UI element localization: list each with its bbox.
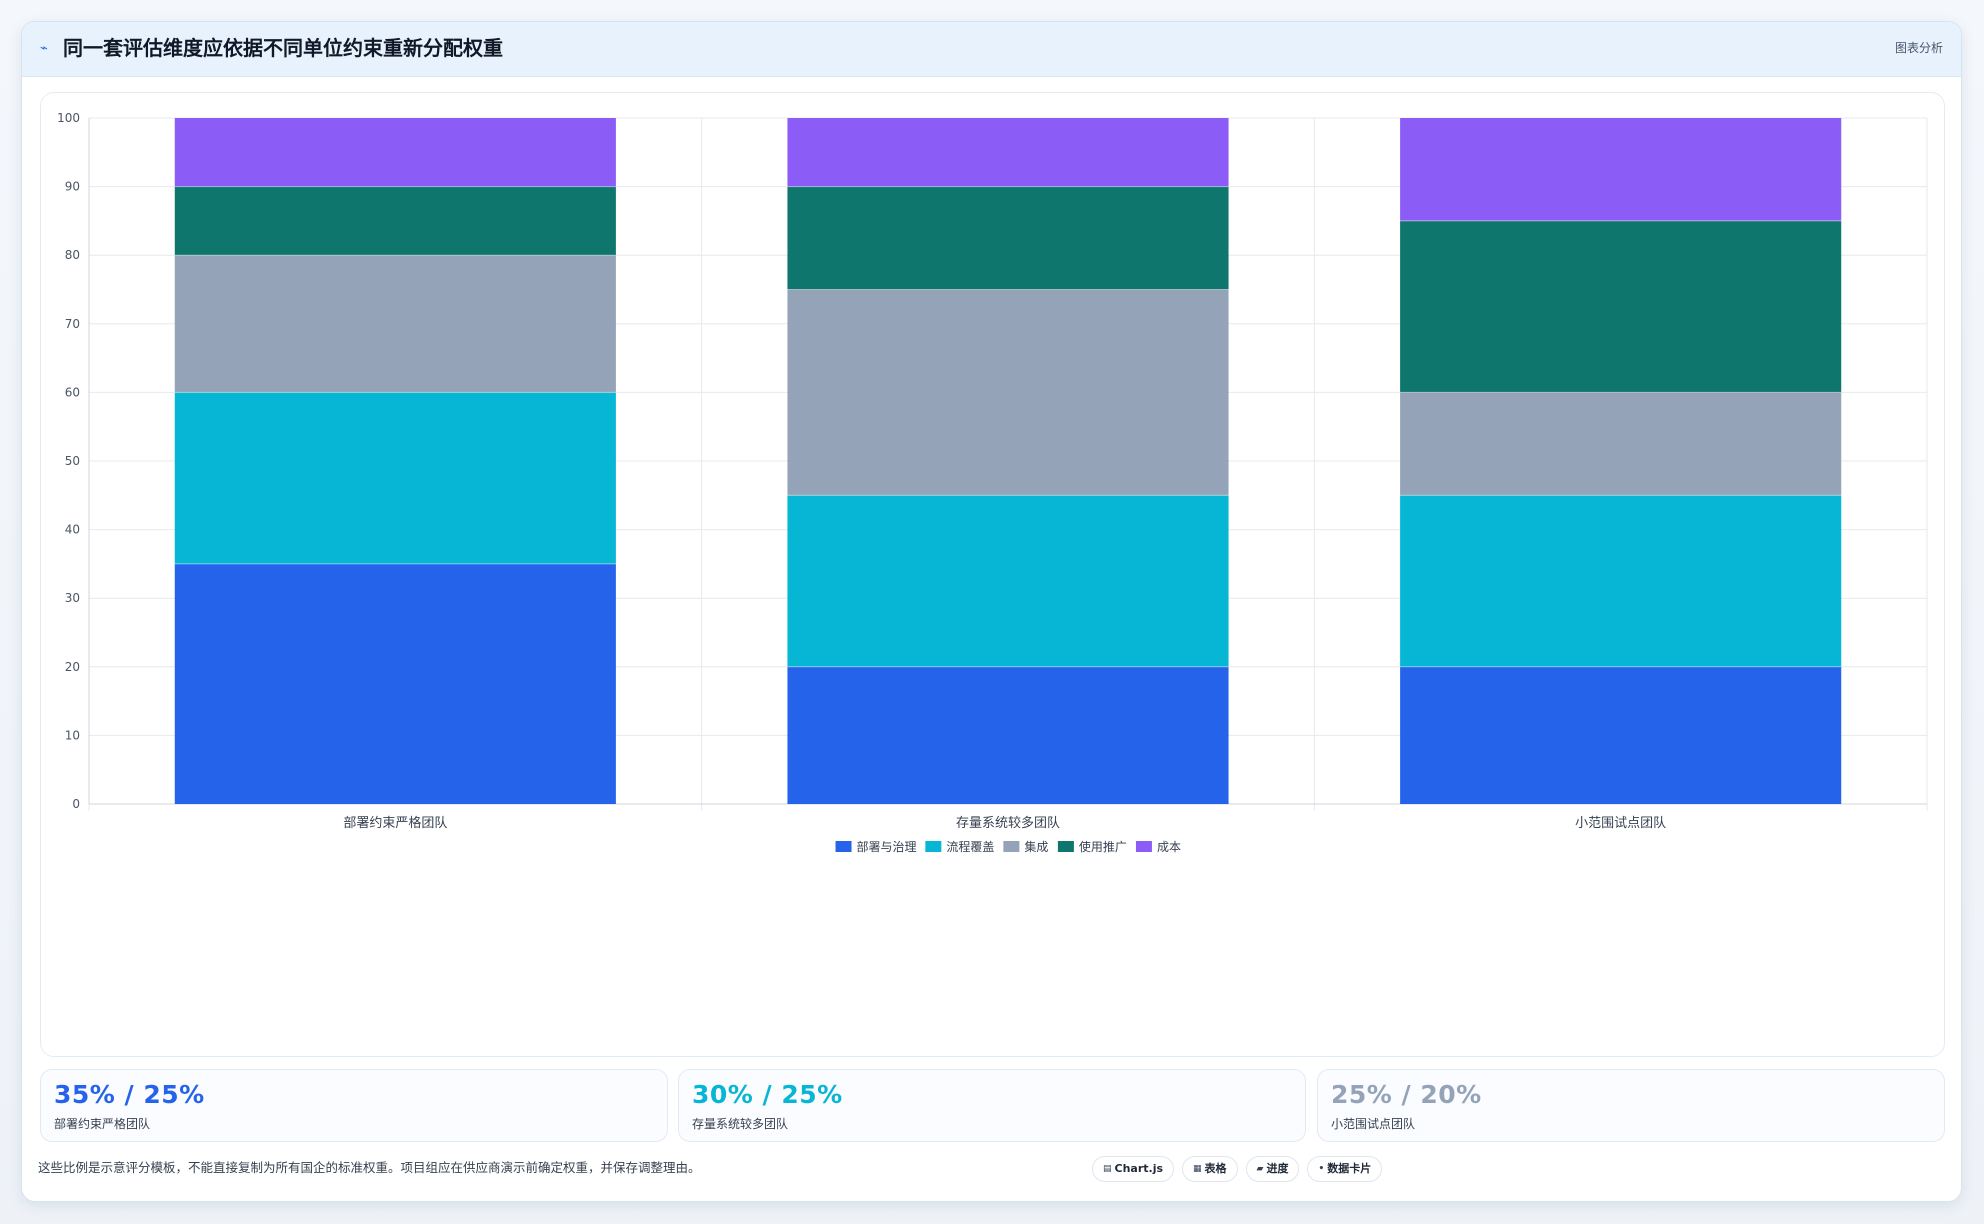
- legend-swatch: [1057, 841, 1074, 852]
- tag-chartjs[interactable]: ▤ Chart.js: [1092, 1156, 1175, 1182]
- bar-segment: [787, 186, 1229, 290]
- chart-panel: ⌁ 同一套评估维度应依据不同单位约束重新分配权重 图表分析 0 10 20 30 40 5…: [21, 21, 1962, 1202]
- stat-card: 35% / 25% 部署约束严格团队: [40, 1069, 668, 1142]
- y-tick-label: 60: [65, 385, 80, 399]
- y-tick-label: 0: [72, 797, 80, 811]
- tag-table[interactable]: ▦ 表格: [1182, 1156, 1238, 1182]
- page-title: 同一套评估维度应依据不同单位约束重新分配权重: [63, 36, 503, 60]
- bar-segment: [1400, 495, 1842, 667]
- bar-segment: [787, 666, 1229, 804]
- tag-label: 进度: [1266, 1162, 1289, 1175]
- y-tick-label: 30: [65, 591, 80, 605]
- y-tick-label: 90: [65, 180, 80, 194]
- progress-icon: ▰: [1256, 1164, 1264, 1174]
- stacked-bar-chart: 0 10 20 30 40 50 60 70 80 90 100 部署约束严格团队 存量系统较多团队 小范…: [57, 111, 1928, 854]
- x-tick-label: 存量系统较多团队: [956, 815, 1060, 831]
- bar-segment: [1400, 118, 1842, 221]
- chart-line-icon: ⌁: [40, 41, 48, 56]
- card-icon: •: [1318, 1164, 1325, 1174]
- legend-swatch: [925, 841, 942, 852]
- y-tick-label: 100: [57, 111, 80, 125]
- legend-swatch: [1003, 841, 1020, 852]
- bar-segment: [1400, 220, 1842, 393]
- legend-label: 部署与治理: [857, 839, 917, 854]
- legend-label: 使用推广: [1079, 839, 1127, 854]
- bar-segment: [174, 255, 616, 393]
- stat-card: 30% / 25% 存量系统较多团队: [678, 1069, 1306, 1142]
- legend-label: 流程覆盖: [946, 839, 994, 854]
- tag-label: 表格: [1204, 1162, 1227, 1175]
- legend-label: 集成: [1024, 839, 1048, 854]
- bar-segment: [1400, 666, 1842, 804]
- table-icon: ▦: [1193, 1164, 1202, 1174]
- bar-segment: [174, 392, 616, 564]
- stat-card: 25% / 20% 小范围试点团队: [1317, 1069, 1945, 1142]
- y-tick-label: 70: [65, 317, 80, 331]
- bar-segment: [787, 118, 1229, 187]
- bar-segment: [174, 186, 616, 256]
- chart-card: 0 10 20 30 40 50 60 70 80 90 100 部署约束严格团队 存量系统较多团队 小范…: [40, 92, 1945, 1057]
- y-tick-label: 50: [65, 454, 80, 468]
- tag-progress[interactable]: ▰ 进度: [1245, 1156, 1300, 1182]
- bar-segment: [174, 118, 616, 187]
- chart-icon: ▤: [1103, 1164, 1112, 1174]
- bar-segment: [787, 289, 1229, 496]
- footer-tags: ▤ Chart.js ▦ 表格 ▰ 进度 • 数据卡片: [1092, 1156, 1383, 1182]
- x-tick-label: 部署约束严格团队: [343, 815, 447, 831]
- y-tick-label: 10: [65, 728, 80, 742]
- stat-label: 存量系统较多团队: [692, 1117, 789, 1131]
- legend-label: 成本: [1157, 840, 1181, 854]
- footer-note: 这些比例是示意评分模板，不能直接复制为所有国企的标准权重。项目组应在供应商演示前…: [38, 1160, 701, 1175]
- tag-label: 数据卡片: [1327, 1162, 1372, 1175]
- y-tick-label: 40: [65, 523, 80, 537]
- bar-segment: [1400, 392, 1842, 496]
- y-tick-label: 20: [65, 660, 80, 674]
- tag-label: Chart.js: [1114, 1162, 1164, 1175]
- stat-value: 35% / 25%: [54, 1080, 205, 1109]
- stat-label: 小范围试点团队: [1331, 1117, 1416, 1131]
- legend-swatch: [835, 841, 852, 852]
- chart-analysis-link[interactable]: 图表分析: [1894, 41, 1943, 55]
- bar-segment: [174, 563, 616, 804]
- tag-data-card[interactable]: • 数据卡片: [1307, 1156, 1383, 1182]
- panel-header: ⌁ 同一套评估维度应依据不同单位约束重新分配权重 图表分析: [22, 22, 1961, 77]
- stat-label: 部署约束严格团队: [54, 1117, 151, 1131]
- x-tick-label: 小范围试点团队: [1575, 816, 1666, 831]
- y-tick-label: 80: [65, 248, 80, 262]
- legend-swatch: [1135, 841, 1152, 852]
- stat-value: 30% / 25%: [692, 1080, 843, 1109]
- bar-segment: [787, 495, 1229, 667]
- stat-value: 25% / 20%: [1331, 1080, 1482, 1109]
